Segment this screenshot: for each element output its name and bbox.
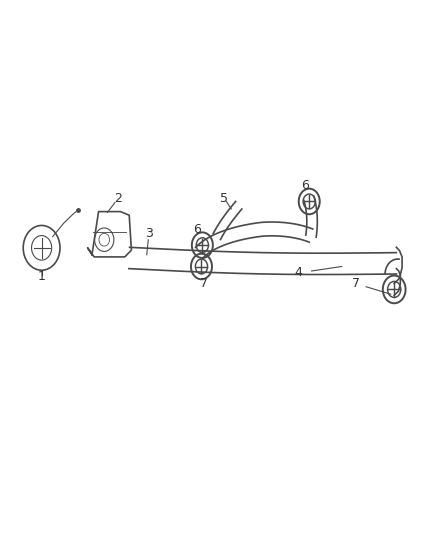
Text: 6: 6 <box>301 179 309 192</box>
Text: 4: 4 <box>295 266 303 279</box>
Text: 7: 7 <box>200 277 208 290</box>
Text: 5: 5 <box>220 192 228 205</box>
Text: 2: 2 <box>114 192 122 205</box>
Text: 7: 7 <box>352 277 360 290</box>
Text: 3: 3 <box>145 227 153 240</box>
Text: 6: 6 <box>193 223 201 236</box>
Text: 1: 1 <box>38 270 46 282</box>
